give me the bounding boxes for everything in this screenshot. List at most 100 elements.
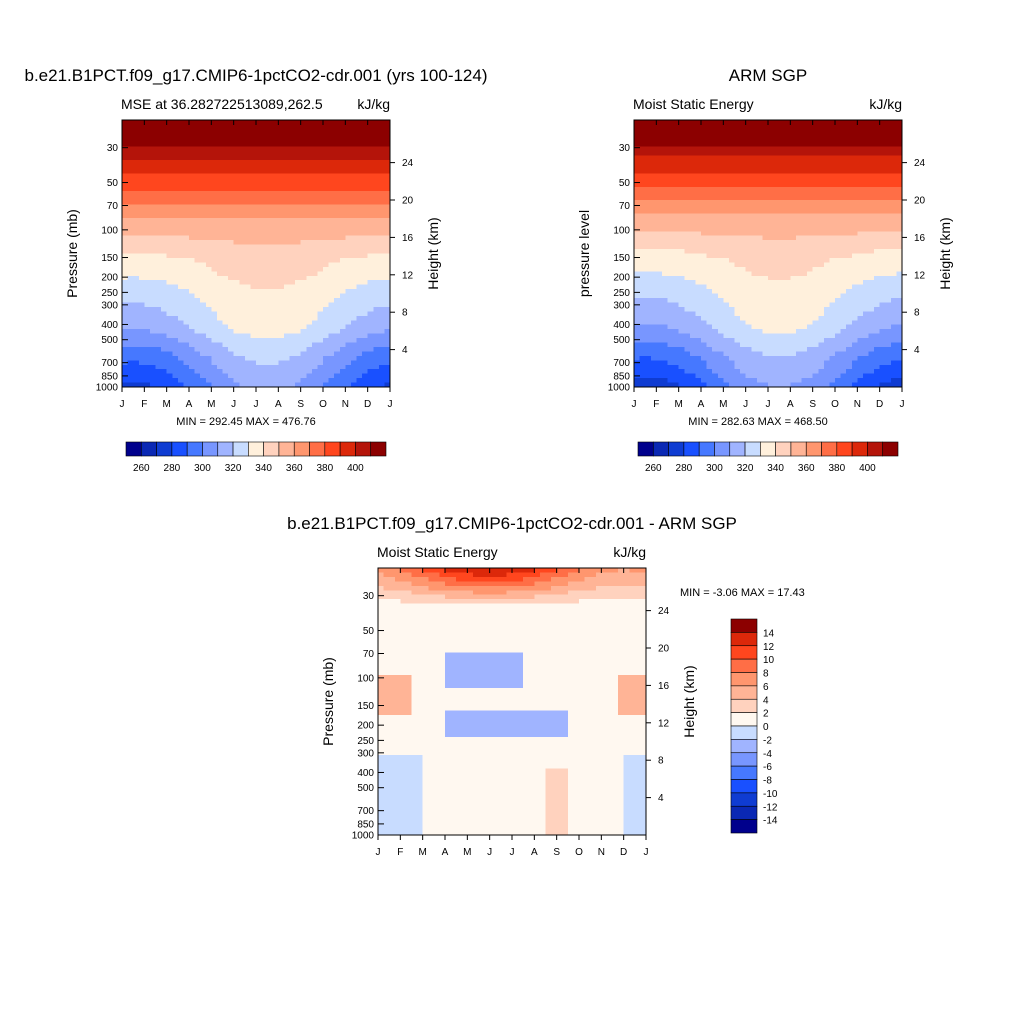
field-cell bbox=[127, 213, 134, 219]
field-cell bbox=[717, 173, 724, 179]
field-cell bbox=[166, 355, 173, 361]
field-cell bbox=[695, 293, 702, 299]
field-cell bbox=[189, 128, 196, 134]
field-cell bbox=[272, 124, 279, 130]
field-cell bbox=[172, 293, 179, 299]
field-cell bbox=[138, 209, 145, 215]
field-cell bbox=[334, 177, 341, 183]
field-cell bbox=[751, 382, 758, 388]
field-cell bbox=[283, 222, 291, 228]
field-cell bbox=[339, 128, 346, 134]
panel-title-model: b.e21.B1PCT.f09_g17.CMIP6-1pctCO2-cdr.00… bbox=[24, 66, 487, 85]
colorbar-swatch bbox=[202, 441, 219, 457]
field-cell bbox=[200, 173, 207, 179]
field-cell bbox=[228, 364, 235, 370]
field-cell bbox=[756, 231, 764, 237]
field-cell bbox=[339, 151, 346, 157]
field-cell bbox=[205, 155, 212, 161]
field-cell bbox=[667, 168, 674, 174]
field-cell bbox=[183, 271, 190, 277]
field-cell bbox=[306, 200, 313, 206]
field-cell bbox=[261, 382, 268, 388]
x-tick-label: J bbox=[254, 399, 259, 410]
field-cell bbox=[740, 360, 747, 366]
field-cell bbox=[768, 235, 775, 241]
field-cell bbox=[728, 275, 736, 281]
field-cell bbox=[194, 168, 201, 174]
field-cell bbox=[194, 280, 201, 286]
field-cell bbox=[183, 360, 190, 366]
field-cell bbox=[756, 324, 764, 330]
field-cell bbox=[639, 298, 646, 304]
field-cell bbox=[712, 168, 719, 174]
field-cell bbox=[795, 137, 803, 143]
field-cell bbox=[384, 186, 391, 192]
field-cell bbox=[807, 226, 814, 232]
field-cell bbox=[345, 164, 352, 170]
field-cell bbox=[650, 329, 657, 335]
field-cell bbox=[250, 231, 257, 237]
field-cell bbox=[634, 191, 641, 197]
field-cell bbox=[779, 369, 786, 375]
field-cell bbox=[177, 182, 185, 188]
field-cell bbox=[356, 249, 363, 255]
field-cell bbox=[122, 204, 129, 210]
field-cell bbox=[144, 333, 151, 339]
field-cell bbox=[745, 253, 752, 259]
field-cell bbox=[362, 231, 369, 237]
field-cell bbox=[300, 284, 307, 290]
field-cell bbox=[133, 382, 140, 388]
field-cell bbox=[773, 338, 780, 344]
field-cell bbox=[122, 293, 129, 299]
field-cell bbox=[261, 128, 268, 134]
field-cell bbox=[261, 324, 268, 330]
field-cell bbox=[127, 240, 134, 246]
colorbar-model bbox=[125, 441, 387, 457]
field-cell bbox=[645, 226, 652, 232]
field-cell bbox=[667, 186, 674, 192]
field-cell bbox=[295, 213, 302, 219]
field-cell bbox=[706, 204, 713, 210]
field-cell bbox=[689, 315, 697, 321]
field-cell bbox=[762, 311, 769, 317]
field-cell bbox=[645, 160, 652, 166]
field-cell bbox=[334, 271, 341, 277]
field-cell bbox=[172, 133, 179, 139]
field-cell bbox=[667, 253, 674, 259]
field-cell bbox=[807, 249, 814, 255]
field-cell bbox=[222, 351, 229, 357]
field-cell bbox=[323, 369, 330, 375]
field-cell bbox=[762, 209, 769, 215]
field-cell bbox=[272, 360, 279, 366]
field-cell bbox=[790, 271, 797, 277]
field-cell bbox=[795, 271, 803, 277]
field-cell bbox=[728, 351, 736, 357]
field-cell bbox=[300, 186, 307, 192]
field-cell bbox=[216, 137, 224, 143]
field-cell bbox=[673, 351, 680, 357]
field-cell bbox=[367, 164, 374, 170]
field-cell bbox=[122, 146, 129, 152]
field-cell bbox=[756, 191, 764, 197]
field-cell bbox=[762, 200, 769, 206]
field-cell bbox=[756, 364, 764, 370]
field-cell bbox=[801, 142, 808, 148]
field-cell bbox=[734, 342, 741, 348]
field-cell bbox=[362, 182, 369, 188]
field-cell bbox=[122, 311, 129, 317]
field-cell bbox=[133, 315, 140, 321]
field-cell bbox=[133, 160, 140, 166]
field-cell bbox=[812, 120, 819, 126]
field-cell bbox=[261, 373, 268, 379]
field-cell bbox=[222, 266, 229, 272]
field-cell bbox=[695, 200, 702, 206]
field-cell bbox=[317, 275, 324, 281]
field-cell bbox=[194, 333, 201, 339]
field-cell bbox=[695, 346, 702, 352]
field-cell bbox=[244, 378, 252, 384]
field-cell bbox=[155, 137, 162, 143]
field-cell bbox=[667, 204, 674, 210]
field-cell bbox=[740, 346, 747, 352]
field-cell bbox=[317, 120, 324, 126]
field-cell bbox=[639, 137, 646, 143]
